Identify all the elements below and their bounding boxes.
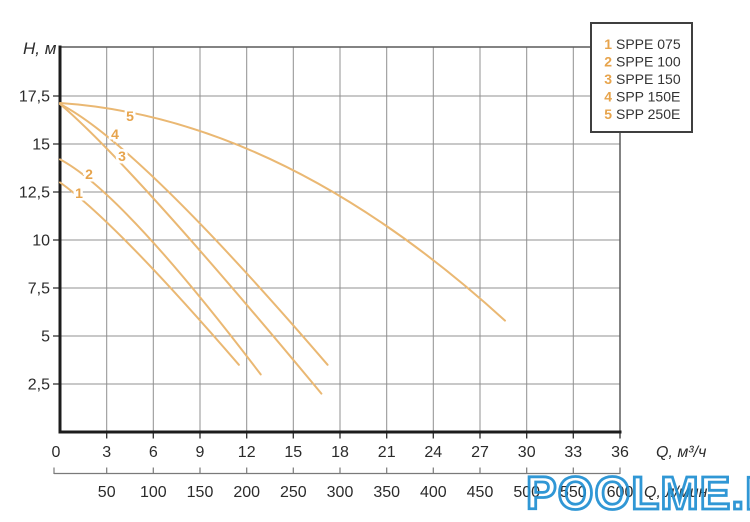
x2-tick-label: 50 (98, 484, 116, 501)
x-tick-label: 36 (611, 444, 629, 461)
legend-item-label: SPP 250E (616, 106, 680, 122)
x-axis-secondary: 50 100 150 200 250 300 350 400 450 500 5… (53, 467, 708, 501)
x-tick-label: 6 (149, 444, 158, 461)
legend-item-number: 1 (604, 36, 612, 52)
y-tick-label: 7,5 (28, 281, 50, 298)
curve-label-5: 5 (126, 108, 134, 124)
x-axis-primary-labels: 0 3 6 9 12 15 18 21 24 27 30 33 36 Q, м³… (52, 444, 707, 461)
x-tick-label: 27 (471, 444, 489, 461)
curve-spp-250e (59, 102, 506, 322)
curve-sppe-075 (59, 181, 240, 366)
x-tick-label: 24 (424, 444, 442, 461)
legend-item-label: SPPE 100 (616, 54, 681, 70)
curve-label-1: 1 (75, 185, 83, 201)
x2-tick-label: 550 (560, 484, 587, 501)
x-tick-label: 33 (564, 444, 582, 461)
y-tick-label: 15 (32, 137, 50, 154)
x2-tick-label: 300 (327, 484, 354, 501)
curves (59, 102, 506, 395)
x-tick-label: 3 (102, 444, 111, 461)
x2-tick-label: 250 (280, 484, 307, 501)
legend-item-label: SPPE 075 (616, 36, 681, 52)
y-axis-labels: H, м 17,5 15 12,5 10 7,5 5 2,5 (19, 39, 57, 394)
watermark: POOLME.RU (526, 467, 750, 519)
x2-tick-label: 400 (420, 484, 447, 501)
curve-label-3: 3 (118, 148, 126, 164)
x-secondary-axis-title: Q, л/мин (644, 484, 708, 501)
y-tick-label: 5 (41, 329, 50, 346)
secondary-axis-ticks (53, 467, 621, 474)
axes (53, 45, 622, 439)
x2-tick-label: 450 (467, 484, 494, 501)
legend-item-number: 3 (604, 71, 612, 87)
legend-item-number: 4 (604, 89, 612, 105)
x2-tick-label: 200 (233, 484, 260, 501)
y-axis-title: H, м (23, 39, 57, 58)
x-primary-axis-title: Q, м³/ч (656, 444, 706, 461)
x2-tick-label: 500 (513, 484, 540, 501)
y-tick-label: 12,5 (19, 185, 50, 202)
x-tick-label: 21 (378, 444, 396, 461)
x-tick-label: 12 (238, 444, 256, 461)
legend-item-label: SPP 150E (616, 89, 680, 105)
y-axis-ticks (53, 95, 59, 385)
x2-tick-label: 600 (607, 484, 634, 501)
curve-label-2: 2 (85, 166, 93, 182)
x-tick-label: 0 (52, 444, 61, 461)
x2-tick-label: 100 (140, 484, 167, 501)
legend-box (590, 22, 693, 133)
curve-sppe-100 (59, 158, 262, 376)
y-tick-label: 2,5 (28, 377, 50, 394)
curve-label-4: 4 (111, 126, 119, 142)
horizontal-gridlines (60, 95, 620, 385)
x-tick-label: 30 (518, 444, 536, 461)
y-tick-label: 17,5 (19, 89, 50, 106)
curve-sppe-150 (59, 103, 323, 395)
legend: 1 SPPE 075 2 SPPE 100 3 SPPE 150 4 SPP 1… (590, 22, 693, 133)
legend-item-number: 5 (604, 106, 612, 122)
x-tick-label: 9 (196, 444, 205, 461)
curve-number-labels: 1 2 3 4 5 (73, 106, 137, 204)
x-axis-ticks (106, 433, 621, 439)
legend-item-number: 2 (604, 54, 612, 70)
y-tick-label: 10 (32, 233, 50, 250)
grid (60, 47, 620, 432)
x-tick-label: 18 (331, 444, 349, 461)
x2-tick-label: 150 (187, 484, 214, 501)
x2-tick-label: 350 (373, 484, 400, 501)
x-tick-label: 15 (284, 444, 302, 461)
curve-spp-150e (59, 103, 329, 366)
legend-item-label: SPPE 150 (616, 71, 681, 87)
